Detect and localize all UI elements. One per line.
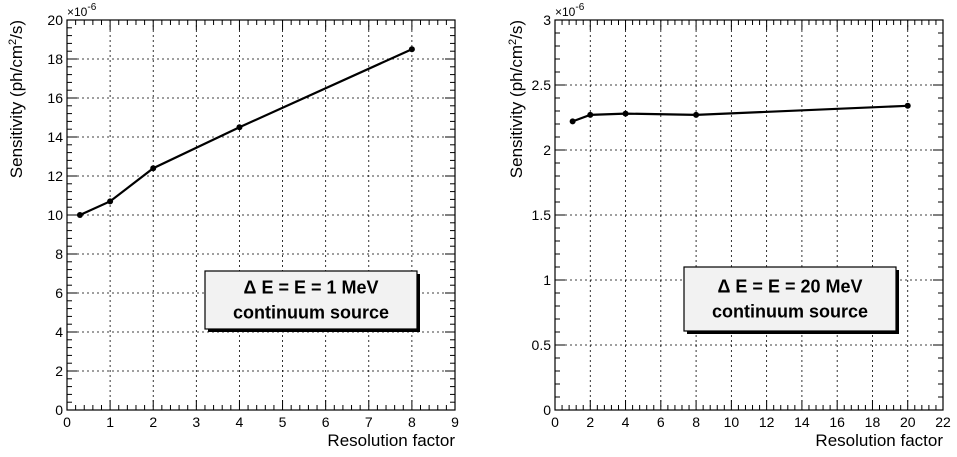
y-multiplier: ×10-6 <box>555 2 585 19</box>
x-tick-label: 2 <box>149 414 157 430</box>
y-tick-label: 6 <box>55 285 63 301</box>
x-tick-label: 8 <box>692 414 700 430</box>
y-tick-label: 4 <box>55 324 63 340</box>
annotation-line: continuum source <box>712 302 868 322</box>
data-point <box>569 118 576 125</box>
data-point <box>150 165 157 172</box>
y-tick-label: 12 <box>47 168 63 184</box>
annotation-box: Δ E = E = 20 MeV continuum source <box>683 266 899 334</box>
x-axis-label: Resolution factor <box>327 431 455 450</box>
annotation-frame <box>683 266 897 332</box>
x-tick-label: 0 <box>63 414 71 430</box>
data-point <box>236 124 243 131</box>
x-axis: 0 1 2 3 4 5 6 7 8 9 <box>63 20 459 430</box>
x-tick-label: 7 <box>365 414 373 430</box>
y-multiplier: ×10-6 <box>67 2 97 19</box>
y-multiplier-base: ×10 <box>555 5 576 19</box>
y-tick-label: 16 <box>47 90 63 106</box>
data-point <box>408 46 415 53</box>
series-0 <box>76 46 415 218</box>
y-multiplier-base: ×10 <box>67 5 88 19</box>
x-axis: 0 2 4 6 8 10 12 14 16 18 20 22 <box>551 20 951 430</box>
y-tick-label: 0.5 <box>532 337 552 353</box>
y-tick-label: 10 <box>47 207 63 223</box>
annotation-frame <box>204 270 418 330</box>
x-tick-label: 6 <box>657 414 665 430</box>
data-point <box>622 110 629 117</box>
annotation-line: continuum source <box>233 303 389 323</box>
series-0 <box>569 102 911 125</box>
y-axis: 0 0.5 1 1.5 2 2.5 3 <box>532 12 943 418</box>
x-tick-label: 16 <box>829 414 845 430</box>
y-axis-label-text-end: /s) <box>7 20 26 39</box>
x-tick-label: 3 <box>192 414 200 430</box>
y-multiplier-exponent: -6 <box>575 2 584 13</box>
y-tick-label: 2 <box>55 363 63 379</box>
x-tick-label: 0 <box>551 414 559 430</box>
y-tick-label: 1 <box>543 272 551 288</box>
x-tick-label: 9 <box>451 414 459 430</box>
y-tick-label: 14 <box>47 129 63 145</box>
y-tick-label: 2.5 <box>532 77 552 93</box>
y-tick-label: 0 <box>543 402 551 418</box>
y-tick-label: 8 <box>55 246 63 262</box>
y-axis-label-text-end: /s) <box>507 20 526 39</box>
x-tick-label: 4 <box>622 414 630 430</box>
x-tick-label: 6 <box>322 414 330 430</box>
x-axis-label: Resolution factor <box>815 431 943 450</box>
grid <box>67 20 455 410</box>
data-point <box>76 212 83 218</box>
y-tick-label: 20 <box>47 12 63 28</box>
data-point <box>693 111 700 118</box>
x-tick-label: 2 <box>586 414 594 430</box>
x-tick-label: 12 <box>759 414 775 430</box>
data-point <box>904 102 911 109</box>
y-tick-label: 0 <box>55 402 63 418</box>
x-tick-label: 5 <box>279 414 287 430</box>
x-tick-label: 14 <box>794 414 810 430</box>
y-axis: 0 2 4 6 8 10 12 14 16 18 20 <box>47 12 455 418</box>
x-tick-label: 10 <box>724 414 740 430</box>
grid <box>555 20 943 410</box>
y-tick-label: 2 <box>543 142 551 158</box>
x-tick-label: 18 <box>865 414 881 430</box>
x-tick-label: 22 <box>935 414 951 430</box>
y-axis-label-superscript: 2 <box>7 39 19 45</box>
x-tick-label: 8 <box>408 414 416 430</box>
annotation-box: Δ E = E = 1 MeV continuum source <box>204 270 420 332</box>
y-axis-label-text: Sensitivity (ph/cm <box>7 45 26 178</box>
x-tick-label: 4 <box>236 414 244 430</box>
data-point <box>107 198 114 205</box>
y-tick-label: 18 <box>47 51 63 67</box>
x-tick-label: 1 <box>106 414 114 430</box>
data-point <box>587 111 594 118</box>
annotation-line: Δ E = E = 1 MeV <box>244 278 379 298</box>
y-axis-label: Sensitivity (ph/cm2/s) <box>507 20 526 178</box>
y-tick-label: 3 <box>543 12 551 28</box>
x-tick-label: 20 <box>900 414 916 430</box>
y-tick-label: 1.5 <box>532 207 552 223</box>
y-axis-label-text: Sensitivity (ph/cm <box>507 45 526 178</box>
y-axis-label-superscript: 2 <box>507 39 519 45</box>
y-multiplier-exponent: -6 <box>87 2 96 13</box>
y-axis-label: Sensitivity (ph/cm2/s) <box>7 20 26 178</box>
annotation-line: Δ E = E = 20 MeV <box>717 277 862 297</box>
